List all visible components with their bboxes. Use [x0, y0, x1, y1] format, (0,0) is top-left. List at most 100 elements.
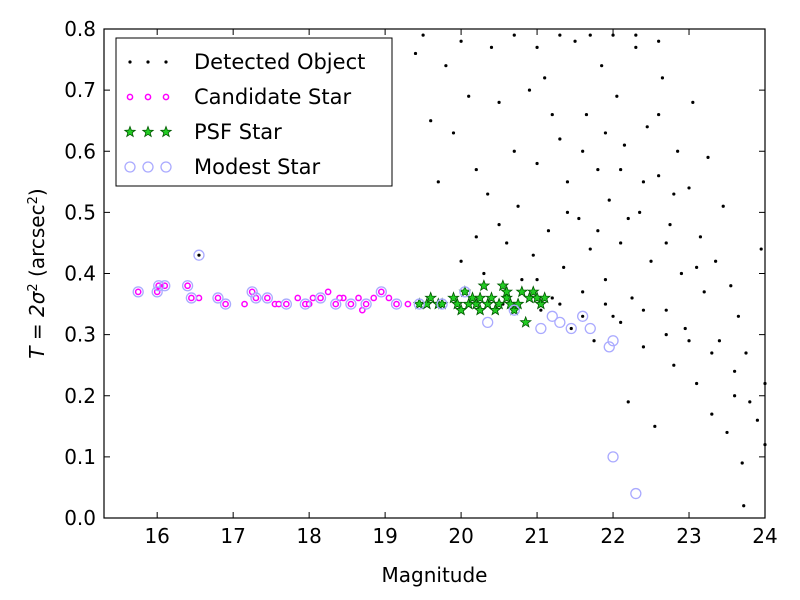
data-point [485, 291, 498, 304]
data-point [600, 64, 604, 68]
data-point [377, 288, 385, 296]
data-point [657, 174, 661, 178]
data-point [362, 300, 370, 308]
data-point [687, 339, 691, 343]
x-tick-label: 24 [752, 524, 777, 548]
data-point [500, 291, 514, 304]
legend: Detected Object Candidate Star PSF Star Mod… [115, 37, 393, 187]
legend-marker [159, 125, 173, 138]
x-tick-label: 18 [296, 524, 321, 548]
x-tick-label: 17 [220, 524, 245, 548]
data-point [309, 294, 317, 302]
data-point [436, 180, 440, 184]
y-tick-label: 0.0 [64, 506, 96, 530]
data-point [459, 259, 463, 263]
data-point [393, 300, 400, 308]
data-point [577, 310, 589, 322]
data-point [193, 249, 205, 261]
data-point [181, 280, 194, 292]
data-point [185, 292, 198, 304]
data-point [531, 253, 535, 257]
data-point [634, 45, 638, 49]
data-point [676, 149, 680, 153]
data-point [132, 286, 144, 298]
data-point [482, 316, 494, 329]
data-point [246, 286, 258, 298]
data-point [759, 247, 763, 251]
data-point [565, 210, 570, 214]
y-axis-label: T = 2σ2 (arcsec2) [25, 188, 49, 358]
data-point [332, 300, 340, 308]
data-point [706, 155, 710, 159]
data-point [317, 294, 324, 302]
data-point [195, 294, 203, 302]
data-point [482, 271, 486, 276]
x-axis-label: Magnitude [382, 563, 488, 587]
data-point [324, 288, 332, 296]
y-axis-label-main: T = 2σ [25, 290, 49, 358]
data-point [444, 64, 448, 68]
series-0 [197, 33, 767, 508]
data-point [469, 297, 483, 310]
data-point [520, 278, 524, 282]
legend-marker [126, 93, 134, 101]
data-point [280, 298, 292, 310]
data-point [569, 326, 573, 331]
data-point [512, 149, 516, 153]
data-point [668, 223, 672, 227]
legend-marker [124, 161, 136, 173]
data-point [474, 235, 478, 239]
legend-item: Candidate Star [126, 85, 351, 109]
y-tick-label: 0.7 [64, 78, 96, 102]
data-point [214, 294, 222, 302]
data-point [526, 285, 540, 298]
data-point [550, 296, 554, 300]
legend-item: Modest Star [124, 155, 320, 179]
data-point [197, 253, 201, 257]
legend-marker [142, 161, 154, 173]
data-point [558, 302, 562, 306]
data-point [454, 303, 468, 316]
data-point [451, 131, 456, 135]
data-point [565, 180, 570, 184]
data-point [581, 149, 585, 153]
data-point [714, 259, 718, 263]
legend-marker [164, 60, 168, 64]
legend-box [115, 37, 393, 187]
data-point [546, 310, 558, 322]
data-point [695, 381, 699, 386]
data-point [538, 291, 551, 304]
data-point [375, 286, 387, 298]
data-point [664, 308, 668, 312]
legend-label: Detected Object [194, 50, 365, 74]
y-tick-label: 0.5 [64, 200, 96, 224]
data-point [603, 302, 608, 306]
data-point [314, 292, 327, 304]
data-point [622, 143, 627, 147]
data-point [710, 351, 714, 355]
data-point [592, 339, 596, 343]
data-point [581, 290, 585, 294]
data-point [641, 180, 646, 184]
data-point [573, 39, 577, 43]
data-point [488, 303, 502, 316]
series-3 [132, 249, 642, 500]
data-point [474, 167, 478, 172]
data-point [649, 259, 653, 263]
data-point [294, 294, 302, 302]
data-point [184, 282, 191, 290]
data-point [282, 300, 290, 308]
data-point [212, 292, 224, 304]
legend-marker [128, 60, 132, 64]
x-tick-label: 16 [144, 524, 169, 548]
data-point [626, 400, 630, 404]
data-point [638, 210, 642, 214]
data-point [222, 300, 229, 308]
data-point [660, 76, 665, 80]
data-point [702, 290, 706, 294]
data-point [565, 322, 577, 335]
data-point [535, 45, 539, 49]
data-point [630, 487, 642, 500]
data-point [550, 112, 554, 117]
